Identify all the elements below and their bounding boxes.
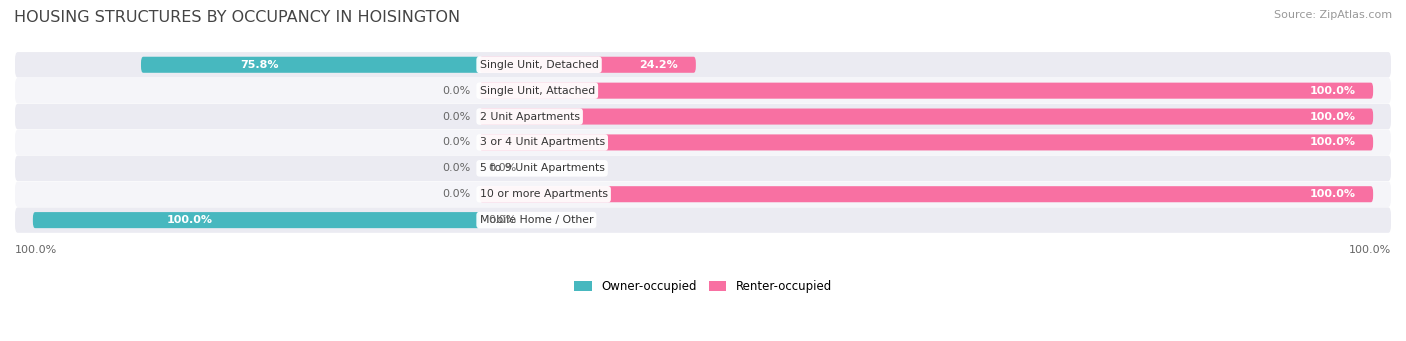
Text: 100.0%: 100.0% <box>1309 189 1355 199</box>
Text: 0.0%: 0.0% <box>443 163 471 173</box>
Text: Source: ZipAtlas.com: Source: ZipAtlas.com <box>1274 10 1392 20</box>
FancyBboxPatch shape <box>141 57 479 73</box>
Text: 100.0%: 100.0% <box>1348 245 1391 255</box>
Text: Mobile Home / Other: Mobile Home / Other <box>479 215 593 225</box>
Text: 0.0%: 0.0% <box>443 86 471 96</box>
Text: 75.8%: 75.8% <box>240 60 278 70</box>
Text: 0.0%: 0.0% <box>443 189 471 199</box>
FancyBboxPatch shape <box>479 83 1374 99</box>
Text: HOUSING STRUCTURES BY OCCUPANCY IN HOISINGTON: HOUSING STRUCTURES BY OCCUPANCY IN HOISI… <box>14 10 460 25</box>
FancyBboxPatch shape <box>15 52 1391 77</box>
FancyBboxPatch shape <box>15 104 1391 129</box>
Legend: Owner-occupied, Renter-occupied: Owner-occupied, Renter-occupied <box>569 276 837 298</box>
FancyBboxPatch shape <box>32 212 479 228</box>
Text: 100.0%: 100.0% <box>1309 137 1355 147</box>
Text: 100.0%: 100.0% <box>166 215 212 225</box>
Text: 2 Unit Apartments: 2 Unit Apartments <box>479 112 579 121</box>
Text: 100.0%: 100.0% <box>15 245 58 255</box>
Text: 3 or 4 Unit Apartments: 3 or 4 Unit Apartments <box>479 137 605 147</box>
Text: Single Unit, Attached: Single Unit, Attached <box>479 86 595 96</box>
FancyBboxPatch shape <box>15 155 1391 181</box>
Text: 10 or more Apartments: 10 or more Apartments <box>479 189 607 199</box>
Text: Single Unit, Detached: Single Unit, Detached <box>479 60 599 70</box>
FancyBboxPatch shape <box>15 130 1391 155</box>
Text: 5 to 9 Unit Apartments: 5 to 9 Unit Apartments <box>479 163 605 173</box>
Text: 0.0%: 0.0% <box>488 215 517 225</box>
FancyBboxPatch shape <box>479 186 1374 202</box>
FancyBboxPatch shape <box>479 134 1374 150</box>
FancyBboxPatch shape <box>479 108 1374 124</box>
Text: 24.2%: 24.2% <box>640 60 678 70</box>
Text: 100.0%: 100.0% <box>1309 86 1355 96</box>
FancyBboxPatch shape <box>15 181 1391 207</box>
Text: 0.0%: 0.0% <box>443 137 471 147</box>
FancyBboxPatch shape <box>479 57 696 73</box>
Text: 0.0%: 0.0% <box>443 112 471 121</box>
FancyBboxPatch shape <box>15 207 1391 233</box>
FancyBboxPatch shape <box>15 78 1391 103</box>
Text: 0.0%: 0.0% <box>488 163 517 173</box>
Text: 100.0%: 100.0% <box>1309 112 1355 121</box>
